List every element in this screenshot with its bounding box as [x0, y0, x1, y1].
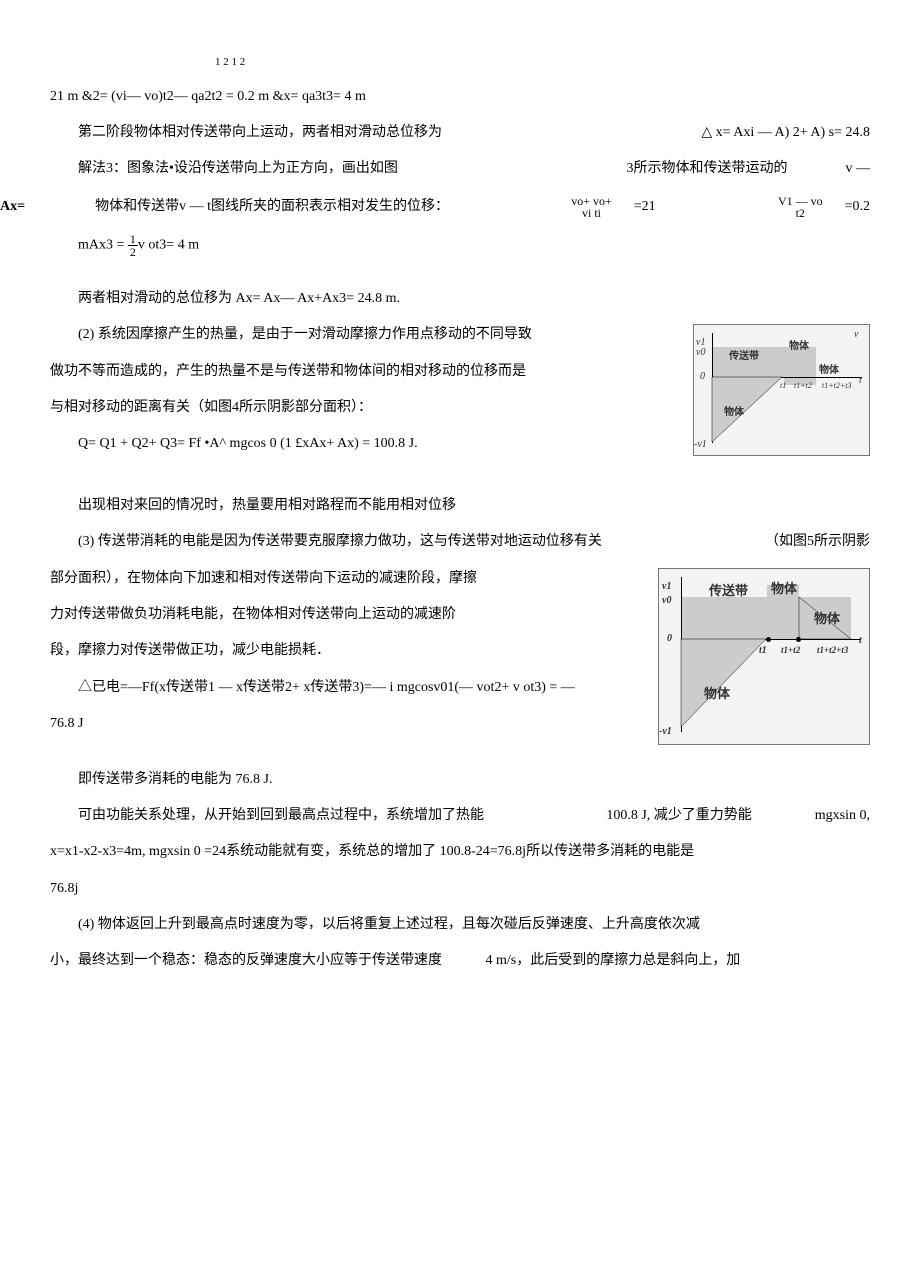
text-er-right: mgxsin 0, [787, 805, 870, 827]
paragraph-total-displacement: 两者相对滑动的总位移为 Ax= Ax— Ax+Ax3= 24.8 m. [50, 288, 870, 310]
paragraph-q3-intro: (3) 传送带消耗的电能是因为传送带要克服摩擦力做功，这与传送带对地运动位移有关… [50, 531, 870, 553]
text-method3-left: 解法3：图象法•设沿传送带向上为正方向，画出如图 [50, 158, 398, 180]
text-q3-right: （如图5所示阴影 [737, 531, 870, 553]
text-ss-left: 小，最终达到一个稳态：稳态的反弹速度大小应等于传送带速度 [50, 953, 442, 968]
paragraph-q4: (4) 物体返回上升到最高点时速度为零，以后将重复上述过程，且每次碰后反弹速度、… [50, 914, 870, 936]
text-ss-right: 4 m/s，此后受到的摩擦力总是斜向上，加 [486, 953, 741, 968]
paragraph-note-path: 出现相对来回的情况时，热量要用相对路程而不能用相对位移 [50, 495, 870, 517]
text-768j-2: 76.8j [50, 878, 870, 900]
paragraph-stage2: 第二阶段物体相对传送带向上运动，两者相对滑动总位移为 △ x= Axi — A)… [50, 122, 870, 144]
paragraph-energy-relation: 可由功能关系处理，从开始到回到最高点过程中，系统增加了热能 100.8 J, 减… [50, 805, 870, 827]
equation-fraction-header: 1 2 1 2 [50, 54, 870, 72]
figure-4-container: v v1 v0 传送带 物体 物体 0 物体 -v1 t1 t1+t2 t1+t… [693, 324, 870, 456]
paragraph-method3: 解法3：图象法•设沿传送带向上为正方向，画出如图 3所示物体和传送带运动的 v … [50, 158, 870, 180]
paragraph-max3: mAx3 = 12v ot3= 4 m [78, 233, 870, 258]
equation-top: 21 m &2= (vi— vo)t2— qa2t2 = 0.2 m &x= q… [50, 86, 870, 108]
figure-5-container: v1 v0 传送带 物体 物体 0 物体 -v1 t1 t1+t2 t1+t2+… [658, 568, 870, 745]
text-stage2-left: 第二阶段物体相对传送带向上运动，两者相对滑动总位移为 [50, 122, 442, 144]
text-stage2-right: △ x= Axi — A) 2+ A) s= 24.8 [673, 122, 870, 144]
text-ax-label: Ax= [0, 196, 25, 218]
text-er-mid: 100.8 J, 减少了重力势能 [578, 805, 751, 827]
paragraph-steady-state: 小，最终达到一个稳态：稳态的反弹速度大小应等于传送带速度 4 m/s，此后受到的… [50, 950, 870, 972]
paragraph-ax-equation: Ax= 物体和传送带v — t图线所夹的面积表示相对发生的位移： vo+ vo+… [0, 195, 870, 219]
text-val1: =21 [634, 196, 656, 218]
text-method3-right: v — [818, 158, 871, 180]
figure-4: v v1 v0 传送带 物体 物体 0 物体 -v1 t1 t1+t2 t1+t… [693, 324, 870, 456]
fraction-1: vo+ vo+ vi ti [569, 195, 614, 219]
text-val2: =0.2 [845, 196, 870, 218]
figure-5: v1 v0 传送带 物体 物体 0 物体 -v1 t1 t1+t2 t1+t2+… [658, 568, 870, 745]
fraction-2: V1 — vo t2 [776, 195, 825, 219]
paragraph-belt-energy: 即传送带多消耗的电能为 76.8 J. [50, 769, 870, 791]
text-method3-mid: 3所示物体和传送带运动的 [599, 158, 788, 180]
paragraph-calc: x=x1-x2-x3=4m, mgxsin 0 =24系统动能就有变，系统总的增… [50, 841, 870, 863]
text-q3-left: (3) 传送带消耗的电能是因为传送带要克服摩擦力做功，这与传送带对地运动位移有关 [50, 531, 602, 553]
text-er-left: 可由功能关系处理，从开始到回到最高点过程中，系统增加了热能 [50, 805, 484, 827]
text-ax-main: 物体和传送带v — t图线所夹的面积表示相对发生的位移： [95, 196, 449, 218]
fraction-half: 12 [128, 233, 138, 258]
